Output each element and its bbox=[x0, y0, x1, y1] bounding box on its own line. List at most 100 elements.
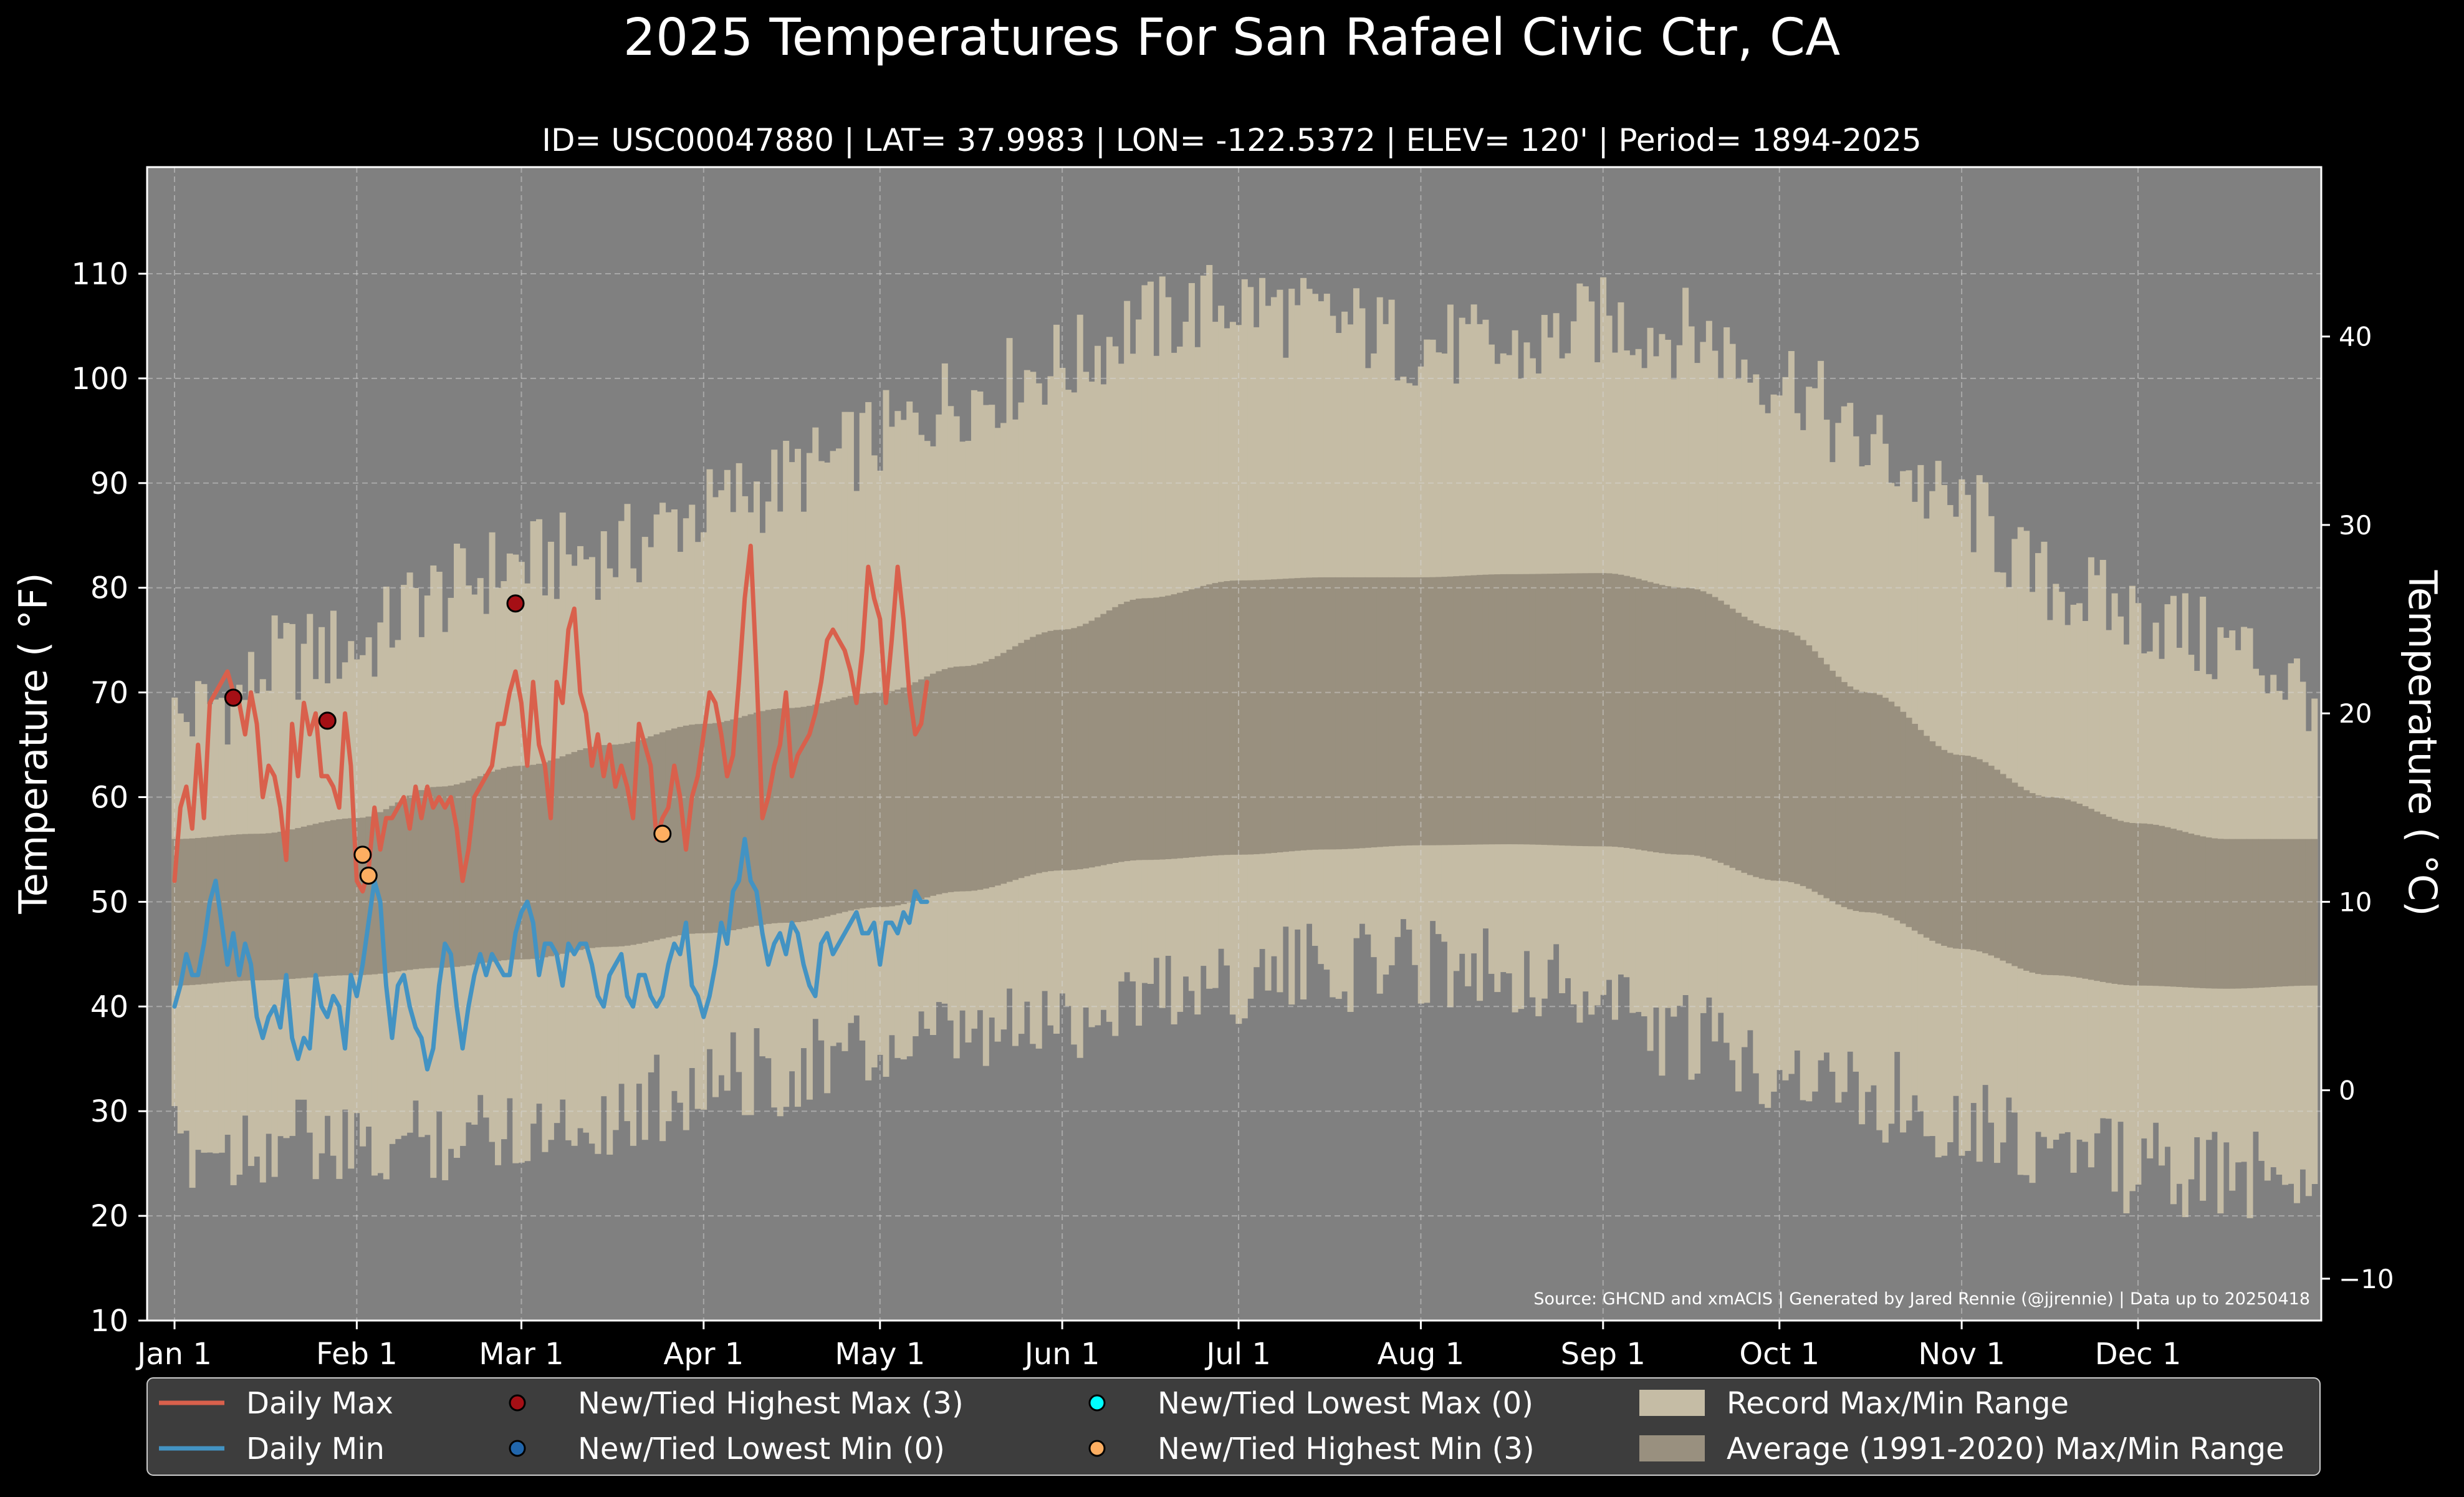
normal-range-bar bbox=[595, 746, 602, 948]
normal-range-bar bbox=[2258, 839, 2265, 988]
normal-range-bar bbox=[1988, 766, 1995, 956]
normal-range-bar bbox=[1165, 595, 1172, 860]
normal-range-bar bbox=[977, 663, 984, 890]
normal-range-bar bbox=[1388, 577, 1395, 847]
normal-range-bar bbox=[436, 786, 443, 968]
normal-range-bar bbox=[1364, 577, 1371, 848]
normal-range-bar bbox=[1376, 577, 1383, 847]
normal-range-bar bbox=[1235, 580, 1242, 855]
y-tick-label: 110 bbox=[71, 257, 128, 292]
normal-range-bar bbox=[648, 736, 654, 941]
y2-tick-label: 10 bbox=[2339, 887, 2372, 917]
normal-range-bar bbox=[883, 692, 889, 907]
normal-range-bar bbox=[2241, 839, 2248, 989]
normal-range-bar bbox=[701, 723, 707, 933]
normal-range-bar bbox=[1494, 574, 1501, 845]
normal-range-bar bbox=[853, 695, 860, 910]
normal-range-bar bbox=[1618, 574, 1624, 847]
normal-range-bar bbox=[2082, 806, 2089, 979]
normal-range-bar bbox=[224, 835, 231, 982]
normal-range-bar bbox=[2094, 811, 2101, 981]
normal-range-bar bbox=[477, 776, 484, 964]
normal-range-bar bbox=[871, 692, 878, 908]
normal-range-bar bbox=[1206, 584, 1213, 856]
normal-range-bar bbox=[336, 819, 343, 976]
normal-range-bar bbox=[501, 768, 507, 961]
normal-range-bar bbox=[1083, 623, 1090, 869]
highest-max-marker bbox=[318, 711, 337, 730]
normal-range-bar bbox=[1671, 587, 1677, 855]
normal-range-bar bbox=[1652, 584, 1660, 853]
normal-range-bar bbox=[824, 701, 831, 917]
normal-range-bar bbox=[2276, 839, 2283, 987]
normal-range-bar bbox=[2182, 832, 2188, 988]
highest-max-marker bbox=[506, 594, 525, 613]
normal-range-bar bbox=[1394, 577, 1401, 846]
normal-range-bar bbox=[1894, 706, 1901, 921]
normal-range-bar bbox=[471, 778, 478, 965]
normal-range-bar bbox=[2017, 786, 2024, 969]
normal-range-bar bbox=[583, 748, 590, 949]
normal-range-bar bbox=[1006, 649, 1013, 882]
normal-range-bar bbox=[2229, 839, 2236, 989]
normal-range-bar bbox=[1012, 646, 1019, 880]
normal-range-bar bbox=[271, 832, 278, 980]
normal-range-bar bbox=[2053, 797, 2059, 976]
normal-range-bar bbox=[947, 667, 954, 892]
normal-range-bar bbox=[1964, 756, 1971, 950]
normal-range-bar bbox=[536, 763, 543, 958]
normal-range-bar bbox=[2064, 799, 2071, 976]
normal-range-bar bbox=[1482, 574, 1489, 845]
normal-range-bar bbox=[412, 792, 419, 970]
normal-range-bar bbox=[1506, 574, 1513, 845]
normal-range-bar bbox=[512, 766, 519, 960]
normal-range-bar bbox=[989, 658, 995, 887]
normal-range-bar bbox=[283, 830, 290, 980]
legend-label: Record Max/Min Range bbox=[1727, 1386, 2069, 1421]
normal-range-bar bbox=[1547, 574, 1554, 845]
normal-range-bar bbox=[348, 818, 355, 975]
normal-range-bar bbox=[1129, 599, 1136, 861]
legend-label: Average (1991-2020) Max/Min Range bbox=[1727, 1432, 2284, 1466]
normal-range-bar bbox=[2152, 824, 2159, 986]
normal-range-bar bbox=[2264, 839, 2271, 988]
normal-range-bar bbox=[1976, 759, 1983, 951]
normal-range-bar bbox=[1512, 574, 1518, 845]
normal-range-bar bbox=[2282, 839, 2289, 986]
normal-range-bar bbox=[1247, 580, 1254, 855]
normal-range-bar bbox=[1323, 577, 1330, 850]
normal-range-bar bbox=[1059, 629, 1066, 871]
normal-range-bar bbox=[2235, 839, 2241, 989]
normal-range-bar bbox=[936, 671, 942, 895]
normal-range-bar bbox=[600, 744, 607, 947]
y-tick-label: 90 bbox=[90, 466, 128, 501]
normal-range-bar bbox=[953, 667, 960, 892]
normal-range-bar bbox=[2217, 839, 2224, 989]
normal-range-bar bbox=[247, 834, 254, 981]
normal-range-bar bbox=[900, 687, 907, 905]
x-tick-label: Feb 1 bbox=[316, 1337, 398, 1372]
normal-range-bar bbox=[2029, 793, 2036, 973]
normal-range-bar bbox=[2159, 826, 2165, 986]
chart-subtitle: ID= USC00047880 | LAT= 37.9983 | LON= -1… bbox=[542, 122, 1921, 158]
normal-range-bar bbox=[1958, 755, 1965, 949]
normal-range-bar bbox=[1124, 601, 1131, 862]
normal-range-bars bbox=[171, 573, 2318, 989]
normal-range-bar bbox=[1629, 577, 1636, 849]
normal-range-bar bbox=[1582, 573, 1589, 847]
normal-range-bar bbox=[1412, 577, 1419, 845]
normal-range-bar bbox=[2099, 814, 2106, 982]
normal-range-bar bbox=[2023, 790, 2030, 971]
y-tick-label: 30 bbox=[90, 1094, 128, 1129]
normal-range-bar bbox=[2140, 823, 2147, 986]
normal-range-bar bbox=[324, 821, 331, 976]
normal-range-bar bbox=[330, 820, 337, 976]
normal-range-bar bbox=[918, 679, 925, 900]
normal-range-bar bbox=[401, 799, 408, 971]
y2-axis-label: Temperature ( °C) bbox=[2400, 570, 2445, 917]
normal-range-bar bbox=[1635, 579, 1642, 850]
normal-range-bar bbox=[547, 760, 554, 956]
normal-range-bar bbox=[518, 766, 525, 960]
normal-range-bar bbox=[2188, 833, 2195, 988]
normal-range-bar bbox=[1765, 628, 1771, 880]
